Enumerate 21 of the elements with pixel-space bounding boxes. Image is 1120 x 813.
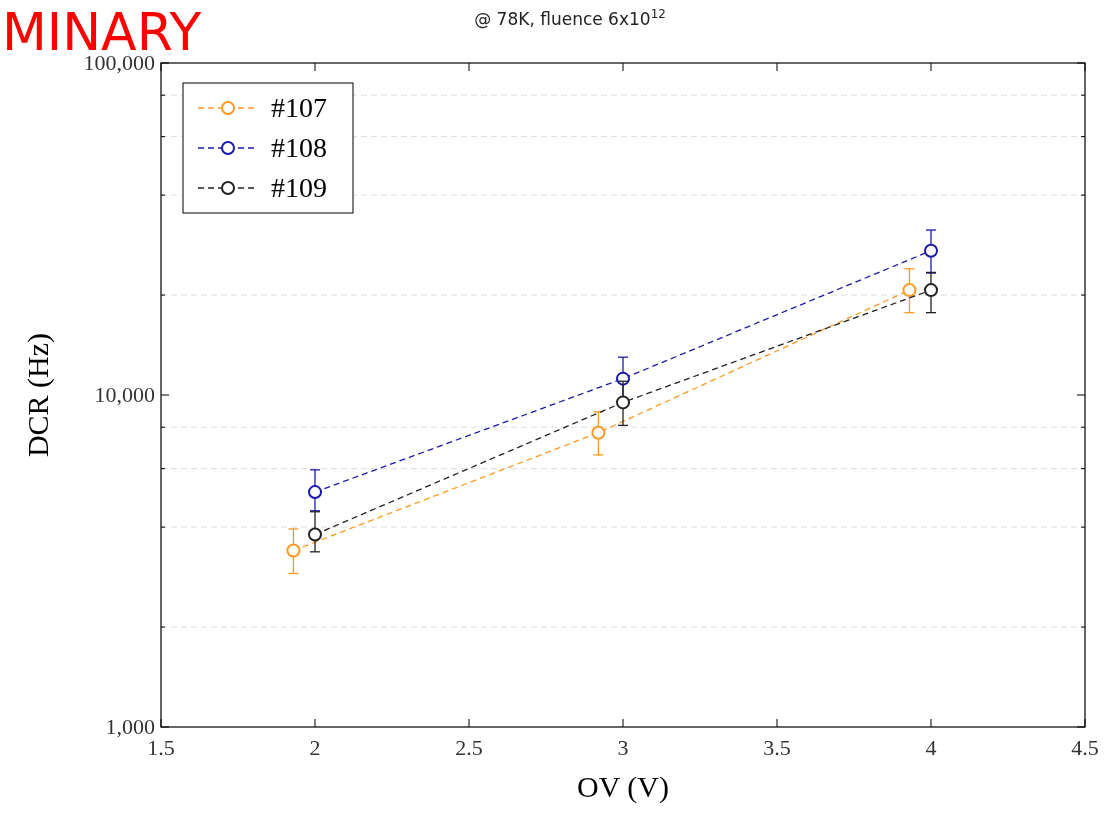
x-axis-title: OV (V) — [577, 770, 669, 804]
point — [308, 485, 322, 500]
point — [924, 283, 938, 298]
x-tick-label: 2.5 — [455, 735, 483, 760]
x-tick-label: 4.5 — [1071, 735, 1099, 760]
x-tick-label: 3.5 — [763, 735, 791, 760]
x-tick-label: 4 — [925, 735, 937, 760]
point — [616, 395, 630, 410]
legend-label: #107 — [271, 92, 327, 123]
x-tick-label: 2 — [309, 735, 321, 760]
x-tick-label: 3 — [617, 735, 629, 760]
y-axis-title: DCR (Hz) — [21, 332, 55, 458]
chart-title: @ 78K, fluence 6x10$^{12}$ — [474, 7, 666, 29]
y-tick-label: 10,000 — [94, 382, 155, 407]
legend-label: #109 — [271, 172, 327, 203]
legend-label: #108 — [271, 132, 327, 163]
point — [286, 543, 301, 558]
point — [902, 283, 917, 298]
point — [924, 243, 938, 258]
point — [591, 425, 606, 440]
point — [308, 527, 322, 542]
